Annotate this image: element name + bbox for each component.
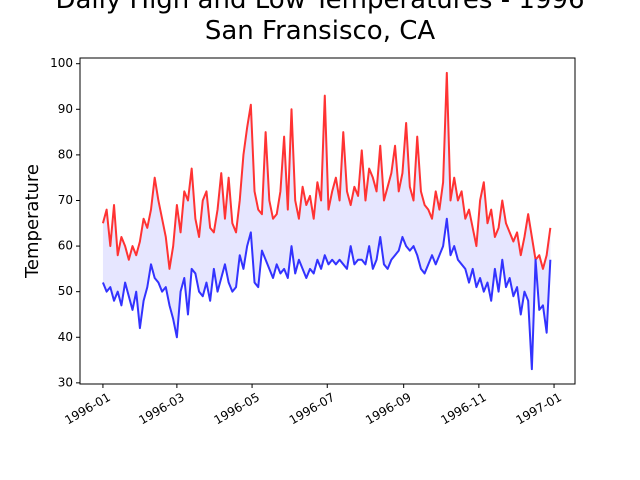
- y-tick-label: 40: [58, 330, 73, 344]
- x-tick-label: 1996-11: [438, 390, 488, 427]
- y-tick-label: 60: [58, 239, 73, 253]
- y-tick-label: 30: [58, 375, 73, 389]
- x-tick-label: 1996-09: [363, 390, 413, 427]
- y-axis-label: Temperature: [22, 164, 43, 279]
- y-tick-label: 80: [58, 147, 73, 161]
- x-tick-label: 1997-01: [514, 390, 564, 427]
- x-tick-label: 1996-01: [62, 390, 112, 427]
- line-series: [101, 217, 552, 371]
- line-series: [101, 71, 552, 270]
- x-tick-label: 1996-03: [136, 390, 186, 427]
- y-tick-label: 100: [50, 56, 73, 70]
- x-tick-label: 1996-05: [212, 390, 262, 427]
- chart-title: Daily High and Low Temperatures - 1996 S…: [55, 0, 585, 46]
- y-tick-label: 50: [58, 284, 73, 298]
- x-tick-label: 1996-07: [287, 390, 337, 427]
- y-tick-label: 90: [58, 102, 73, 116]
- y-tick-label: 70: [58, 193, 73, 207]
- fill-between: [102, 72, 551, 370]
